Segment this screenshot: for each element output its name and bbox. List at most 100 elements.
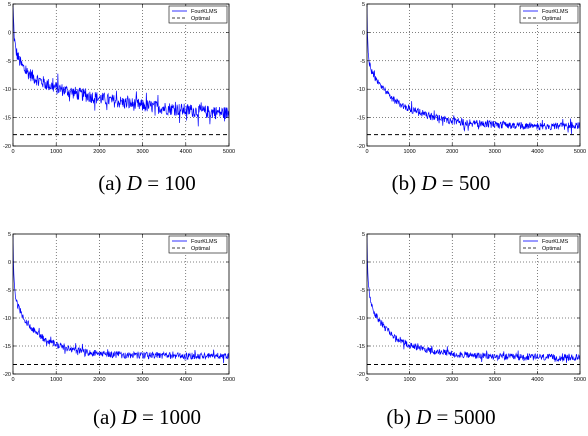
chart-a-d1000: 0 1000 2000 3000 4000 5000 5 0 -5 -10 -15 -20 FourKL… xyxy=(3,232,235,383)
y-tick-label: -20 xyxy=(3,372,11,378)
legend-label-fourklms: FourKLMS xyxy=(191,239,218,245)
caption-value: 500 xyxy=(458,171,491,195)
caption-equals: = xyxy=(431,405,454,429)
chart-b-d500: 0 1000 2000 3000 4000 5000 5 0 -5 -10 -15 -20 FourKL… xyxy=(357,2,586,155)
y-tick-label: -15 xyxy=(357,116,365,122)
legend-box xyxy=(168,235,228,254)
x-tick-label: 3000 xyxy=(136,149,148,155)
chart-panel-a-d100: 0 1000 2000 3000 4000 5000 5 0 -5 -10 -15 -20 FourKL… xyxy=(0,0,294,218)
caption-prefix: (a) xyxy=(98,171,127,195)
caption-prefix: (a) xyxy=(92,405,122,429)
y-tick-label: -15 xyxy=(357,344,365,350)
y-tick-label: 0 xyxy=(362,260,365,266)
legend-label-fourklms: FourKLMS xyxy=(542,9,569,15)
legend-label-optimal: Optimal xyxy=(191,246,210,252)
caption-prefix: (b) xyxy=(386,405,417,429)
x-tick-label: 0 xyxy=(11,377,14,383)
x-tick-label: 3000 xyxy=(489,149,501,155)
y-tick-label: 0 xyxy=(8,260,11,266)
y-tick-label: 5 xyxy=(8,2,11,8)
chart-panel-a-d1000: 0 1000 2000 3000 4000 5000 5 0 -5 -10 -15 -20 FourKL… xyxy=(0,218,294,436)
caption-equals: = xyxy=(436,171,459,195)
x-tick-label: 5000 xyxy=(223,377,235,383)
legend-box xyxy=(168,5,228,24)
x-tick-label: 1000 xyxy=(50,149,62,155)
caption-equals: = xyxy=(136,405,160,429)
legend-label-optimal: Optimal xyxy=(542,246,561,252)
y-tick-label: -5 xyxy=(6,288,11,294)
x-tick-label: 0 xyxy=(11,149,14,155)
x-tick-label: 2000 xyxy=(446,377,458,383)
x-tick-label: 4000 xyxy=(180,377,192,383)
y-tick-label: -15 xyxy=(3,116,11,122)
x-tick-label: 3000 xyxy=(489,377,501,383)
x-tick-label: 3000 xyxy=(136,377,148,383)
y-tick-label: -15 xyxy=(3,344,11,350)
x-tick-label: 5000 xyxy=(574,149,586,155)
x-tick-label: 1000 xyxy=(50,377,62,383)
x-tick-label: 4000 xyxy=(180,149,192,155)
y-tick-label: 5 xyxy=(8,232,11,238)
legend-box xyxy=(519,235,579,254)
series-line-fourklms xyxy=(367,234,580,363)
caption-value: 1000 xyxy=(159,405,202,429)
chart-caption: (a) D = 1000 xyxy=(0,405,294,430)
plot-frame xyxy=(366,233,581,375)
chart-b-d5000: 0 1000 2000 3000 4000 5000 5 0 -5 -10 -15 -20 FourKL… xyxy=(357,232,586,383)
chart-caption: (b) D = 5000 xyxy=(294,405,588,430)
x-tick-label: 5000 xyxy=(223,149,235,155)
legend-label-optimal: Optimal xyxy=(542,16,561,22)
x-tick-label: 2000 xyxy=(93,149,105,155)
y-tick-label: -10 xyxy=(357,87,365,93)
x-tick-label: 5000 xyxy=(574,377,586,383)
caption-variable: D xyxy=(416,405,432,429)
series-line-fourklms xyxy=(13,4,229,127)
x-tick-label: 4000 xyxy=(531,377,543,383)
caption-prefix: (b) xyxy=(391,171,422,195)
plot-frame xyxy=(12,3,230,147)
legend-label-fourklms: FourKLMS xyxy=(542,239,569,245)
legend-box xyxy=(519,5,579,24)
y-tick-label: -20 xyxy=(357,372,365,378)
x-tick-label: 2000 xyxy=(93,377,105,383)
y-tick-label: 5 xyxy=(362,2,365,8)
legend-label-fourklms: FourKLMS xyxy=(191,9,218,15)
x-tick-label: 1000 xyxy=(403,377,415,383)
chart-caption: (b) D = 500 xyxy=(294,171,588,196)
series-line-fourklms xyxy=(367,4,580,135)
series-line-fourklms xyxy=(13,234,229,364)
caption-variable: D xyxy=(121,405,137,429)
y-tick-label: -10 xyxy=(357,316,365,322)
y-tick-label: 0 xyxy=(8,30,11,36)
caption-equals: = xyxy=(141,171,165,195)
x-tick-label: 1000 xyxy=(403,149,415,155)
caption-value: 100 xyxy=(164,171,196,195)
x-tick-label: 0 xyxy=(365,149,368,155)
y-tick-label: 5 xyxy=(362,232,365,238)
plot-frame xyxy=(366,3,581,147)
y-tick-label: -5 xyxy=(360,59,365,65)
plot-frame xyxy=(12,233,230,375)
caption-variable: D xyxy=(126,171,142,195)
x-tick-label: 2000 xyxy=(446,149,458,155)
x-tick-label: 4000 xyxy=(531,149,543,155)
y-tick-label: -10 xyxy=(3,316,11,322)
chart-caption: (a) D = 100 xyxy=(0,171,294,196)
caption-value: 5000 xyxy=(453,405,496,429)
y-tick-label: -20 xyxy=(357,144,365,150)
y-tick-label: -20 xyxy=(3,144,11,150)
chart-panel-b-d500: 0 1000 2000 3000 4000 5000 5 0 -5 -10 -15 -20 FourKL… xyxy=(294,0,588,218)
caption-variable: D xyxy=(421,171,437,195)
y-tick-label: -10 xyxy=(3,87,11,93)
y-tick-label: 0 xyxy=(362,30,365,36)
y-tick-label: -5 xyxy=(360,288,365,294)
y-tick-label: -5 xyxy=(6,59,11,65)
chart-panel-b-d5000: 0 1000 2000 3000 4000 5000 5 0 -5 -10 -15 -20 FourKL… xyxy=(294,218,588,436)
x-tick-label: 0 xyxy=(365,377,368,383)
chart-a-d100: 0 1000 2000 3000 4000 5000 5 0 -5 -10 -15 -20 FourKL… xyxy=(3,2,235,155)
legend-label-optimal: Optimal xyxy=(191,16,210,22)
